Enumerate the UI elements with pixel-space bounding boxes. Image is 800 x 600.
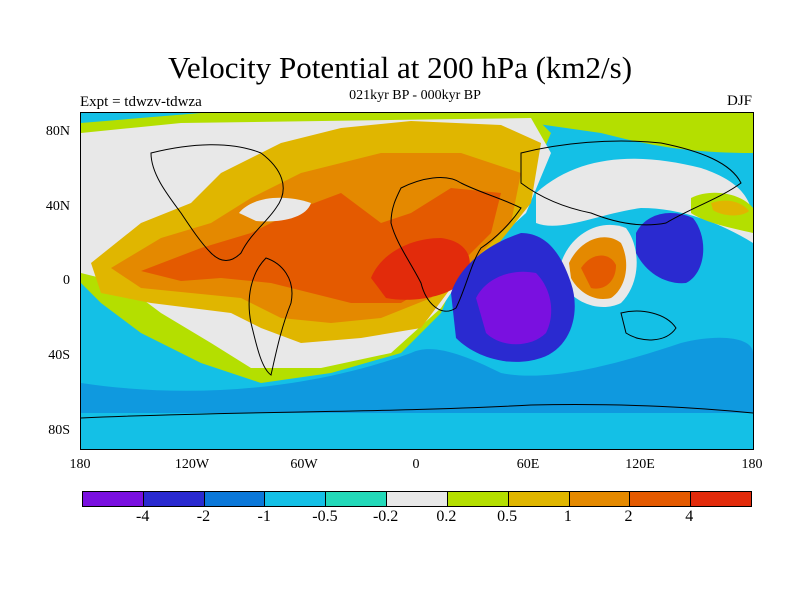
lon-tick-60e: 60E xyxy=(516,457,540,472)
colorbar-label: -1 xyxy=(257,508,271,525)
colorbar-label: 1 xyxy=(563,508,572,525)
colorbar-label: 4 xyxy=(685,508,694,525)
colorbar xyxy=(82,491,752,507)
lat-tick-0: 0 xyxy=(63,273,70,288)
lon-tick-120w: 120W xyxy=(174,457,210,472)
lat-tick-80s: 80S xyxy=(48,423,70,438)
colorbar-swatch xyxy=(204,492,266,506)
colorbar-label: 0.2 xyxy=(436,508,457,525)
colorbar-label: 2 xyxy=(624,508,633,525)
colorbar-swatch xyxy=(447,492,509,506)
chart-title: Velocity Potential at 200 hPa (km2/s) xyxy=(167,50,633,85)
colorbar-swatch xyxy=(265,492,327,506)
colorbar-swatch xyxy=(508,492,570,506)
colorbar-swatch xyxy=(143,492,205,506)
lat-tick-40n: 40N xyxy=(45,199,70,214)
colorbar-swatch xyxy=(630,492,692,506)
colorbar-swatch xyxy=(326,492,388,506)
lon-tick-180w: 180 xyxy=(69,457,91,472)
colorbar-swatch xyxy=(569,492,631,506)
colorbar-label: -0.2 xyxy=(372,508,399,525)
lat-tick-40s: 40S xyxy=(48,348,70,363)
lat-tick-80n: 80N xyxy=(45,124,70,139)
lon-tick-0: 0 xyxy=(412,457,420,472)
lon-tick-120e: 120E xyxy=(625,457,655,472)
season-label: DJF xyxy=(726,93,752,109)
lon-tick-60w: 60W xyxy=(290,457,318,472)
colorbar-swatch xyxy=(691,492,751,506)
colorbar-label: 0.5 xyxy=(497,508,518,525)
colorbar-label: -0.5 xyxy=(312,508,338,525)
colorbar-label: -4 xyxy=(136,508,150,525)
colorbar-swatch xyxy=(83,492,144,506)
lon-tick-180e: 180 xyxy=(741,457,763,472)
colorbar-swatch xyxy=(387,492,448,506)
colorbar-label: -2 xyxy=(196,508,211,525)
velocity-potential-map xyxy=(80,112,754,450)
experiment-label: Expt = tdwzv-tdwza xyxy=(80,94,202,110)
chart-subtitle: 021kyr BP - 000kyr BP xyxy=(349,88,481,103)
